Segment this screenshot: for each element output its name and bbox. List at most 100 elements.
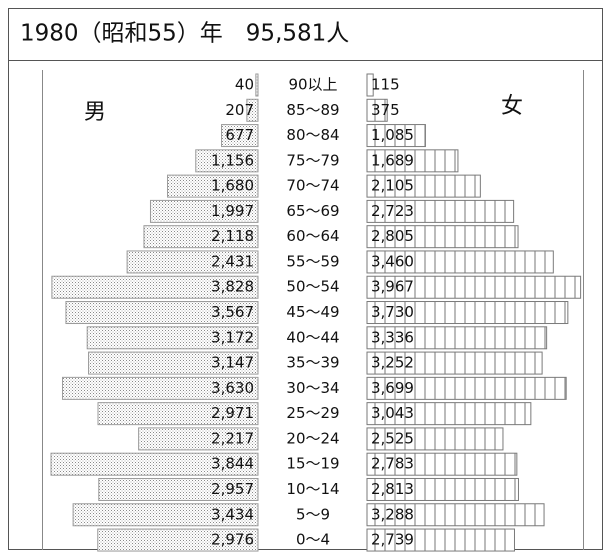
bar-female (366, 149, 459, 173)
age-label: 15～19 (286, 455, 339, 473)
age-label: 80～84 (286, 126, 339, 144)
value-label-female: 3,967 (371, 278, 414, 296)
age-label: 75～79 (286, 151, 339, 169)
bar-female (366, 174, 481, 198)
age-label: 25～29 (286, 404, 339, 422)
value-label-male: 3,567 (211, 303, 254, 321)
bar-female (366, 402, 532, 426)
age-label: 20～24 (286, 429, 339, 447)
value-label-male: 2,431 (211, 252, 254, 270)
legend-female: 女 (501, 94, 523, 119)
bar-female (366, 275, 582, 299)
bar-male (149, 199, 259, 223)
value-label-male: 40 (235, 76, 254, 94)
bar-female (366, 124, 426, 148)
bar-male (88, 351, 259, 375)
frame (8, 8, 603, 550)
bar-female (366, 250, 554, 274)
bar-male (50, 452, 259, 476)
value-label-female: 375 (371, 101, 400, 119)
bar-male (72, 503, 259, 527)
value-label-male: 3,147 (211, 354, 254, 372)
value-label-male: 2,118 (211, 227, 254, 245)
bar-male (98, 477, 259, 501)
value-label-female: 3,336 (371, 328, 414, 346)
value-label-female: 3,730 (371, 303, 414, 321)
value-label-male: 3,844 (211, 455, 254, 473)
value-label-female: 1,689 (371, 151, 414, 169)
value-label-female: 2,813 (371, 480, 414, 498)
value-label-female: 2,805 (371, 227, 414, 245)
bar-male (195, 149, 259, 173)
value-label-female: 2,783 (371, 455, 414, 473)
value-label-female: 3,699 (371, 379, 414, 397)
bar-male (126, 250, 259, 274)
value-label-female: 2,525 (371, 429, 414, 447)
value-label-female: 3,043 (371, 404, 414, 422)
age-label: 70～74 (286, 177, 339, 195)
value-label-female: 2,723 (371, 202, 414, 220)
bar-female (366, 225, 519, 249)
age-label: 90以上 (288, 76, 337, 94)
bar-male (143, 225, 259, 249)
age-label: 60～64 (286, 227, 339, 245)
value-label-male: 2,957 (211, 480, 254, 498)
bar-male (138, 427, 259, 451)
bar-female (366, 528, 515, 552)
age-label: 65～69 (286, 202, 339, 220)
bar-female (366, 301, 569, 325)
value-label-female: 3,288 (371, 505, 414, 523)
age-label: 85～89 (286, 101, 339, 119)
age-label: 30～34 (286, 379, 339, 397)
value-label-male: 1,680 (211, 177, 254, 195)
age-label: 35～39 (286, 354, 339, 372)
value-label-female: 1,085 (371, 126, 414, 144)
value-label-female: 3,252 (371, 354, 414, 372)
value-label-male: 2,971 (211, 404, 254, 422)
value-label-male: 2,976 (211, 531, 254, 549)
bar-male (221, 124, 259, 148)
bar-male (51, 275, 259, 299)
value-label-female: 115 (371, 76, 400, 94)
age-label: 5～9 (296, 505, 330, 523)
bar-female (366, 503, 545, 527)
value-label-male: 207 (225, 101, 254, 119)
bar-male (97, 528, 259, 552)
age-label: 0～4 (296, 531, 330, 549)
age-label: 40～44 (286, 328, 339, 346)
value-label-female: 2,739 (371, 531, 414, 549)
age-label: 50～54 (286, 278, 339, 296)
bar-female (366, 351, 543, 375)
age-label: 45～49 (286, 303, 339, 321)
age-label: 55～59 (286, 252, 339, 270)
value-label-female: 3,460 (371, 252, 414, 270)
value-label-male: 677 (225, 126, 254, 144)
bar-female (366, 199, 515, 223)
bar-male (255, 73, 259, 97)
bar-male (86, 326, 259, 350)
bar-male (65, 301, 259, 325)
bar-female (366, 452, 518, 476)
bar-male (167, 174, 259, 198)
bar-female (366, 98, 388, 122)
bar-female (366, 427, 504, 451)
value-label-male: 1,997 (211, 202, 254, 220)
value-label-female: 2,105 (371, 177, 414, 195)
legend-male: 男 (84, 100, 106, 125)
age-label: 10～14 (286, 480, 339, 498)
value-label-male: 3,434 (211, 505, 254, 523)
bar-female (366, 376, 567, 400)
bar-female (366, 326, 548, 350)
value-label-male: 3,630 (211, 379, 254, 397)
value-label-male: 3,172 (211, 328, 254, 346)
value-label-male: 3,828 (211, 278, 254, 296)
bar-male (62, 376, 259, 400)
chart-title: 1980（昭和55）年 95,581人 (20, 21, 349, 47)
bar-male (97, 402, 259, 426)
bar-male (246, 98, 259, 122)
value-label-male: 1,156 (211, 151, 254, 169)
bar-female (366, 477, 519, 501)
bar-female (366, 73, 374, 97)
value-label-male: 2,217 (211, 429, 254, 447)
